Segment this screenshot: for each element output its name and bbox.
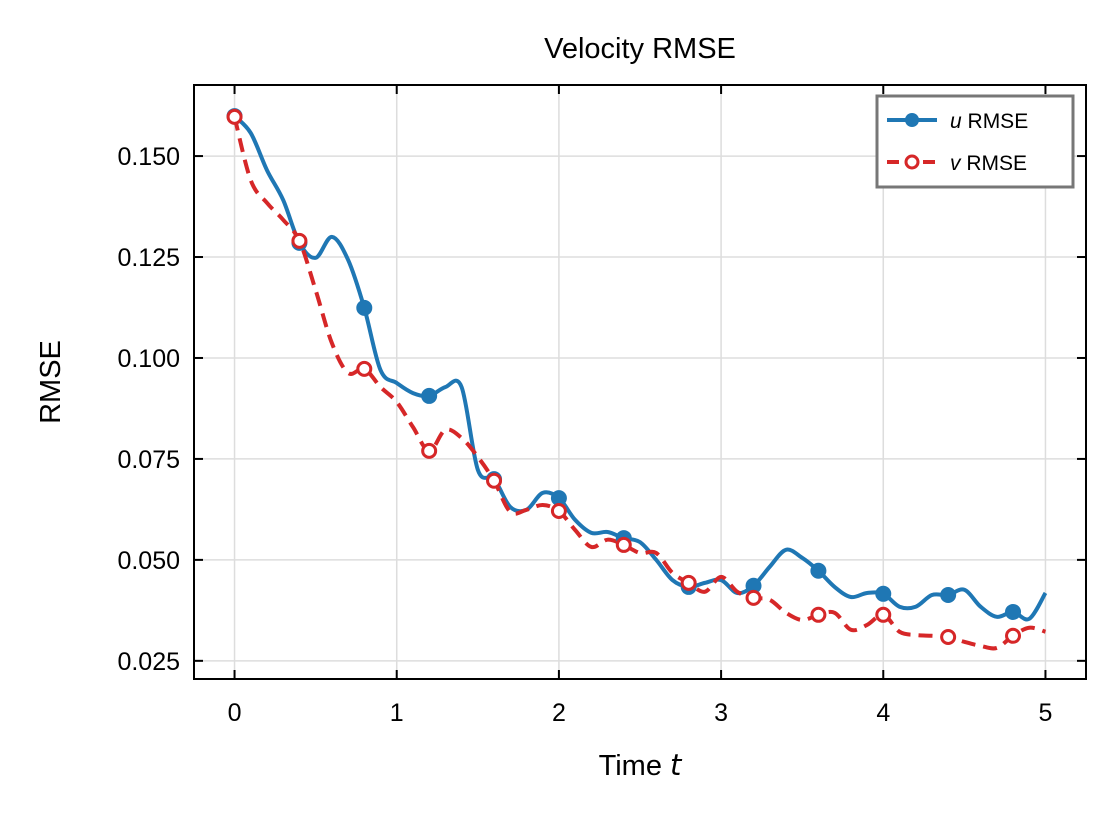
y-tick-label: 0.075 [117, 446, 180, 474]
x-tick-label: 2 [552, 699, 566, 727]
legend-u-marker [905, 113, 919, 127]
data-point-v [940, 629, 957, 646]
series-layer [226, 108, 1048, 651]
data-point-v [875, 606, 892, 623]
data-point-u [810, 562, 827, 579]
y-tick-label: 0.025 [117, 648, 180, 676]
series-line-u [233, 114, 1048, 622]
x-tick-label: 5 [1039, 699, 1053, 727]
legend-entry-u: u RMSE [887, 110, 1028, 133]
data-point-v [745, 589, 762, 606]
y-tick-label: 0.100 [117, 345, 180, 373]
data-point-v [680, 574, 697, 591]
data-point-u [356, 299, 373, 316]
y-tick-label: 0.150 [117, 143, 180, 171]
legend: u RMSE v RMSE [875, 94, 1075, 189]
data-point-v [1005, 627, 1022, 644]
legend-u-label: u RMSE [950, 110, 1028, 133]
legend-frame [875, 94, 1075, 189]
data-point-u [745, 577, 762, 594]
legend-v-marker [904, 154, 920, 170]
data-point-v [615, 536, 632, 553]
data-point-v [810, 606, 827, 623]
x-tick-label: 0 [228, 699, 242, 727]
x-axis-label: Time t [599, 748, 683, 782]
data-point-u [875, 585, 892, 602]
data-point-v [550, 503, 567, 520]
data-point-u [940, 587, 957, 604]
ticks: 0 1 2 3 4 5 0.025 0.050 0.075 0.100 0.125 0.150 [117, 85, 1086, 727]
y-axis-label: RMSE [35, 340, 67, 424]
data-point-v [356, 360, 373, 377]
data-point-u [1005, 603, 1022, 620]
data-point-v [291, 232, 308, 249]
plot-frame [193, 84, 1087, 680]
y-tick-label: 0.125 [117, 244, 180, 272]
x-tick-label: 3 [714, 699, 728, 727]
data-point-v [486, 472, 503, 489]
x-tick-label: 1 [390, 699, 404, 727]
series-line-v [232, 116, 1047, 651]
data-point-u [550, 490, 567, 507]
legend-v-label: v RMSE [950, 152, 1027, 175]
x-tick-label: 4 [876, 699, 890, 727]
data-point-u [421, 387, 438, 404]
data-point-v [226, 108, 243, 125]
legend-entry-v: v RMSE [887, 152, 1027, 175]
chart-title: Velocity RMSE [544, 33, 736, 65]
data-point-v [421, 442, 438, 459]
y-tick-label: 0.050 [117, 547, 180, 575]
